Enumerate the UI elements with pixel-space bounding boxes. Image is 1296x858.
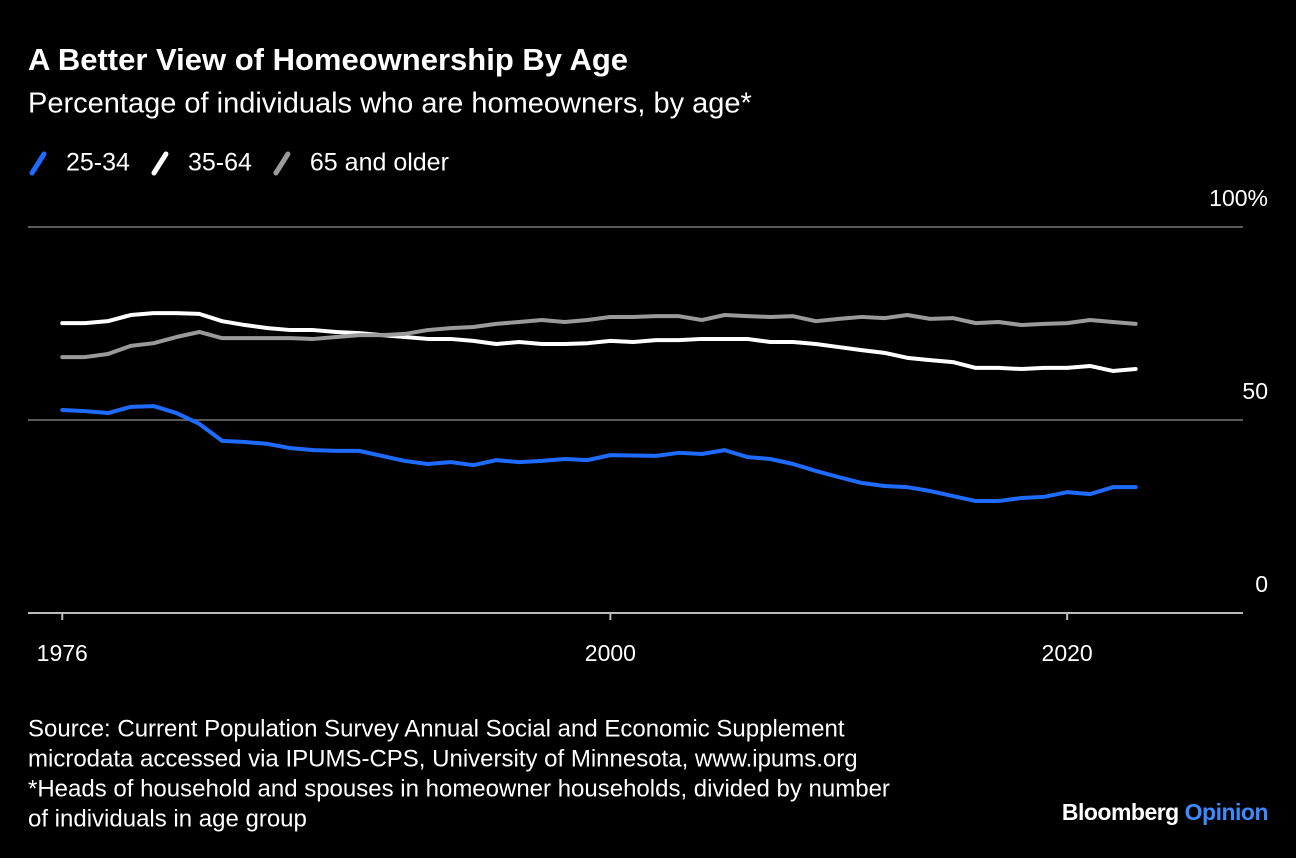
x-tick-label: 2020 <box>1042 640 1093 666</box>
legend-swatch <box>273 151 291 176</box>
series-line <box>60 404 1138 504</box>
y-tick-label: 100% <box>1209 185 1268 211</box>
brand-accent: Opinion <box>1185 799 1268 825</box>
legend-swatch <box>29 151 47 176</box>
y-tick-label: 50 <box>1242 378 1268 404</box>
note-line: *Heads of household and spouses in homeo… <box>28 775 890 802</box>
legend-swatch <box>151 151 169 176</box>
legend-label: 25-34 <box>66 149 130 177</box>
brand-name: Bloomberg <box>1062 799 1179 825</box>
source-line: microdata accessed via IPUMS-CPS, Univer… <box>28 745 858 772</box>
source-line: Source: Current Population Survey Annual… <box>28 715 845 742</box>
legend-label: 65 and older <box>310 149 449 177</box>
y-tick-label: 0 <box>1255 571 1268 597</box>
brand: Bloomberg Opinion <box>1062 799 1268 825</box>
x-tick-label: 1976 <box>37 640 88 666</box>
legend-label: 35-64 <box>188 149 252 177</box>
x-tick-label: 2000 <box>585 640 636 666</box>
plot: 0 50 100% 1976 2000 2020 <box>28 185 1268 666</box>
note-line: of individuals in age group <box>28 805 307 832</box>
series-line <box>60 313 1138 360</box>
chart-title: A Better View of Homeownership By Age <box>28 42 628 77</box>
series-line <box>60 311 1138 373</box>
legend: 25-34 35-64 65 and older <box>29 149 449 177</box>
chart-subtitle: Percentage of individuals who are homeow… <box>28 88 752 120</box>
